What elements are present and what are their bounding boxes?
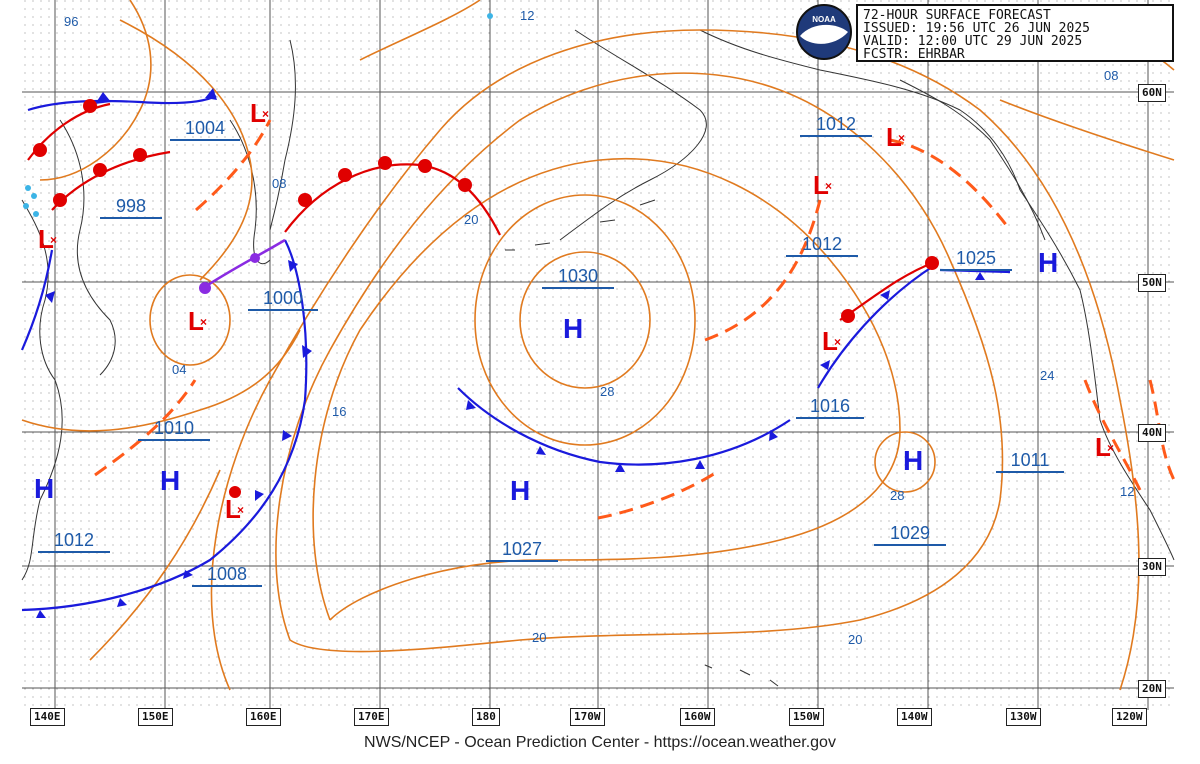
pressure-value: 1012 [800, 114, 872, 137]
longitude-tick: 170E [354, 708, 389, 726]
longitude-tick: 160W [680, 708, 715, 726]
isobar-label: 24 [1040, 368, 1055, 383]
low-symbol: L [38, 224, 54, 254]
forecaster-label: FCSTR: [863, 47, 910, 62]
svg-text:×: × [262, 107, 269, 121]
high-symbol: H [160, 465, 180, 496]
isobar-label: 16 [332, 404, 347, 419]
footer-credit: NWS/NCEP - Ocean Prediction Center - htt… [364, 734, 836, 751]
pressure-value: 1029 [874, 523, 946, 546]
forecast-title-box: 72-HOUR SURFACE FORECAST ISSUED: 19:56 U… [856, 4, 1174, 62]
pressure-value: 1012 [38, 530, 110, 553]
issued-label: ISSUED: [863, 21, 918, 36]
svg-text:×: × [237, 503, 244, 517]
forecast-title: 72-HOUR SURFACE FORECAST [863, 8, 1051, 23]
isobar-label: 28 [600, 384, 615, 399]
isobar-label: 12 [520, 8, 535, 23]
isobar-label: 08 [272, 176, 287, 191]
longitude-tick: 120W [1112, 708, 1147, 726]
coastlines [21, 29, 1175, 687]
pressure-center-glyphs: L × L × L × L × L × L × L × L × H H H H … [34, 98, 1114, 524]
grid-lines [22, 0, 1174, 710]
latitude-tick: 20N [1138, 680, 1166, 698]
low-symbol: L [822, 326, 838, 356]
latitude-tick: 40N [1138, 424, 1166, 442]
longitude-tick: 180 [472, 708, 500, 726]
valid-row: VALID: 12:00 UTC 29 JUN 2025 [863, 35, 1167, 48]
pressure-value: 1016 [796, 396, 864, 419]
latitude-tick: 50N [1138, 274, 1166, 292]
svg-text:×: × [1107, 441, 1114, 455]
svg-text:×: × [834, 335, 841, 349]
low-symbol: L [1095, 432, 1111, 462]
isobar-label: 28 [890, 488, 905, 503]
forecaster-name: EHRBAR [917, 47, 965, 62]
noaa-logo-text: NOAA [812, 15, 836, 24]
ice-edge-dots [23, 13, 493, 217]
latitude-tick: 60N [1138, 84, 1166, 102]
isobar-label: 20 [532, 630, 547, 645]
high-symbol: H [563, 313, 583, 344]
issued-time: 19:56 UTC 26 JUN 2025 [925, 21, 1090, 36]
pressure-value: 1027 [486, 539, 558, 562]
isobar-label: 12 [1120, 484, 1135, 499]
pressure-value: 1000 [248, 288, 318, 311]
pressure-value: 1008 [192, 564, 262, 587]
troughs [94, 119, 1176, 520]
longitude-tick: 170W [570, 708, 605, 726]
svg-text:×: × [898, 131, 905, 145]
longitude-tick: 140E [30, 708, 65, 726]
pressure-value: 1010 [138, 418, 210, 441]
occluded-front-symbols [199, 253, 260, 294]
low-symbol: L [813, 170, 829, 200]
isobar-label: 04 [172, 362, 187, 377]
pressure-value: 1004 [170, 118, 240, 141]
low-symbol: L [225, 494, 241, 524]
isobar-label: 08 [1104, 68, 1119, 83]
high-symbol: H [510, 475, 530, 506]
svg-text:×: × [200, 315, 207, 329]
pressure-value: 1030 [542, 266, 614, 289]
issued-row: ISSUED: 19:56 UTC 26 JUN 2025 [863, 22, 1167, 35]
longitude-tick: 150W [789, 708, 824, 726]
high-symbol: H [1038, 247, 1058, 278]
low-symbol: L [886, 122, 902, 152]
longitude-tick: 130W [1006, 708, 1041, 726]
valid-label: VALID: [863, 34, 910, 49]
high-symbol: H [34, 473, 54, 504]
longitude-tick: 150E [138, 708, 173, 726]
longitude-tick: 160E [246, 708, 281, 726]
isobar-label: 96 [64, 14, 79, 29]
pressure-value: 1011 [996, 450, 1064, 473]
svg-text:×: × [50, 233, 57, 247]
isobar-label: 20 [464, 212, 479, 227]
forecaster-row: FCSTR: EHRBAR [863, 48, 1167, 61]
latitude-tick: 30N [1138, 558, 1166, 576]
low-symbol: L [188, 306, 204, 336]
pressure-value: 1025 [940, 248, 1012, 271]
svg-text:×: × [825, 179, 832, 193]
cold-front-teeth [36, 88, 985, 618]
warm-front-bumps [33, 99, 939, 498]
high-symbol: H [903, 445, 923, 476]
low-symbol: L [250, 98, 266, 128]
cold-fronts [20, 95, 1011, 612]
valid-time: 12:00 UTC 29 JUN 2025 [917, 34, 1083, 49]
noaa-logo: NOAA [796, 4, 852, 60]
pressure-value: 998 [100, 196, 162, 219]
longitude-tick: 140W [897, 708, 932, 726]
pressure-value: 1012 [786, 234, 858, 257]
isobar-label: 20 [848, 632, 863, 647]
